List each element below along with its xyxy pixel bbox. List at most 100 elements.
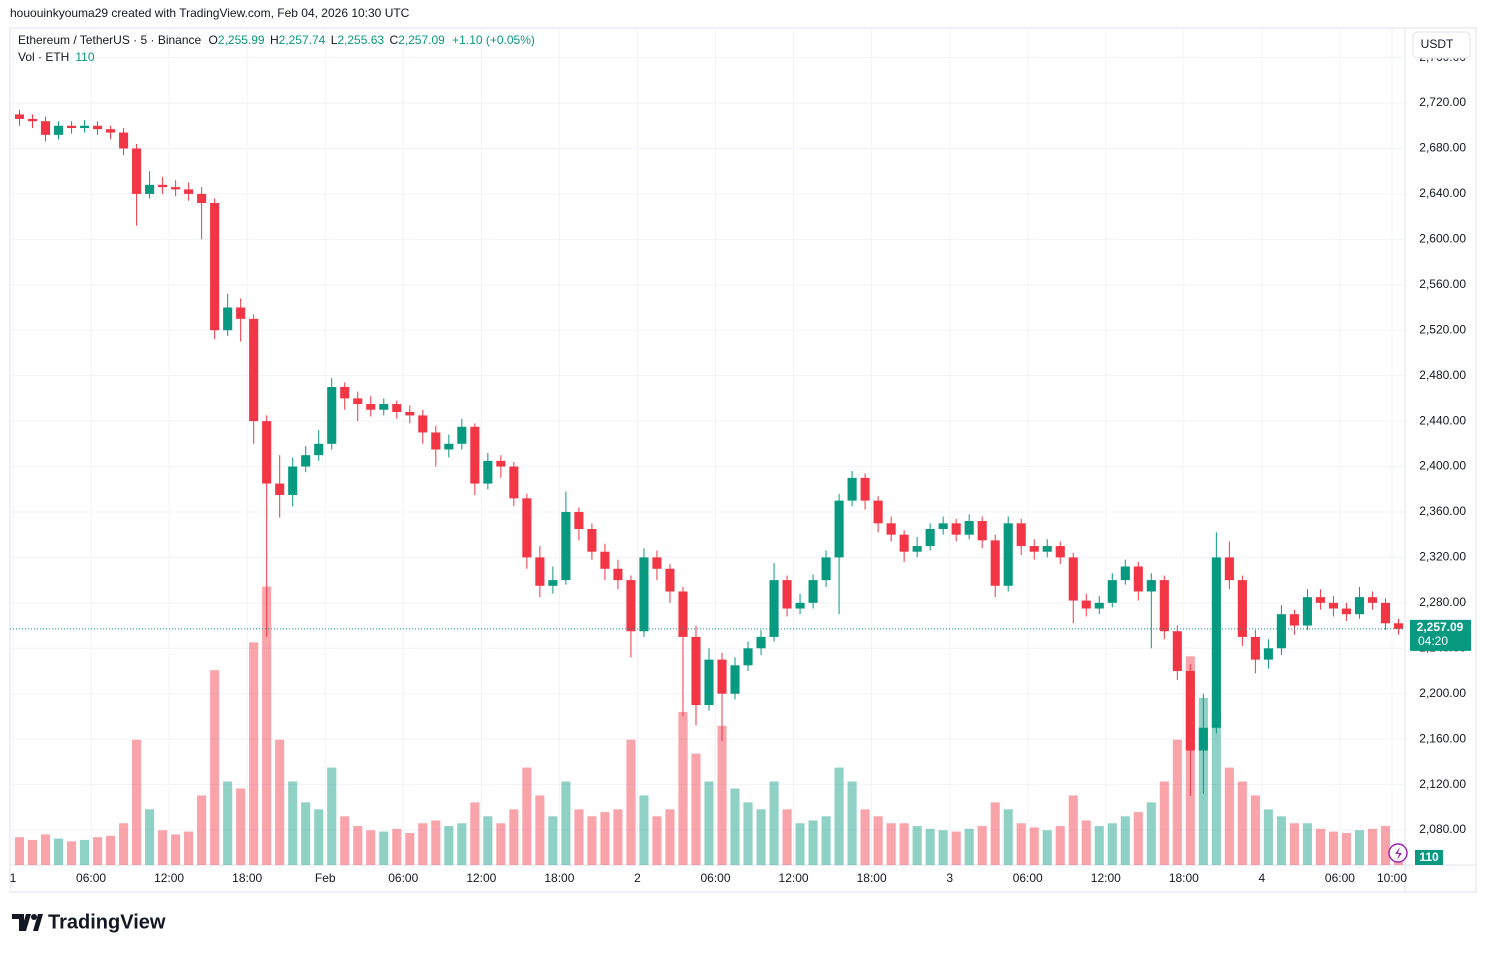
- candle-body: [977, 521, 987, 541]
- volume-bar: [1328, 831, 1339, 865]
- candle-body: [1315, 597, 1325, 603]
- candle-body: [925, 529, 935, 547]
- candle-body: [1133, 566, 1143, 592]
- candle-body: [912, 546, 922, 552]
- candle-body: [847, 477, 857, 501]
- volume-bar: [132, 739, 142, 865]
- y-tick-label: 2,080.00: [1419, 822, 1466, 836]
- volume-bar: [93, 837, 103, 865]
- candle-body: [873, 500, 883, 524]
- currency[interactable]: USDT: [1421, 37, 1454, 51]
- candle-body: [587, 529, 597, 552]
- volume-tag-label: 110: [1419, 850, 1439, 864]
- candle-body: [509, 466, 519, 499]
- candle-body: [1198, 727, 1208, 751]
- candle-body: [392, 404, 402, 413]
- candle-body: [106, 129, 116, 133]
- candle-body: [93, 125, 103, 130]
- volume-bar: [53, 838, 64, 865]
- candle-body: [691, 636, 701, 706]
- volume-bar: [444, 826, 454, 865]
- volume-bar: [1094, 826, 1104, 865]
- y-tick-label: 2,120.00: [1419, 777, 1466, 791]
- volume-bar: [457, 823, 467, 865]
- candle-body: [327, 387, 337, 444]
- y-tick-label: 2,480.00: [1419, 368, 1466, 382]
- volume-bar: [106, 835, 116, 865]
- volume-bar: [1237, 781, 1247, 865]
- candle-body: [14, 114, 25, 119]
- ohlc-value: 2,257.74: [279, 33, 326, 47]
- volume-bar: [808, 820, 818, 865]
- volume-bar: [483, 816, 493, 865]
- x-tick-label: 3: [946, 871, 953, 885]
- candle-body: [756, 636, 766, 649]
- volume-bar: [1029, 827, 1039, 865]
- volume-bar: [1120, 816, 1130, 865]
- volume-bar: [756, 809, 766, 865]
- volume-bar: [899, 823, 909, 865]
- volume-bar: [1354, 830, 1365, 865]
- volume-bar: [223, 781, 233, 865]
- volume-bar: [964, 828, 974, 865]
- candle-body: [1211, 557, 1221, 728]
- legend: Ethereum / TetherUS · 5 · Binance O2,255…: [18, 33, 535, 47]
- volume-bar: [912, 826, 922, 865]
- candle-body: [236, 307, 246, 319]
- candle-body: [600, 551, 610, 569]
- volume-bar: [496, 823, 506, 865]
- volume-bar: [1276, 816, 1286, 865]
- candle-body: [1289, 614, 1299, 626]
- volume-bar: [509, 809, 519, 865]
- candle-body: [184, 189, 194, 194]
- x-tick-label: 06:00: [388, 871, 418, 885]
- candle-body: [119, 132, 129, 149]
- candle-body: [613, 568, 623, 581]
- lightning-glyph: [1395, 847, 1402, 860]
- candle-body: [548, 580, 558, 586]
- currency-button[interactable]: [1412, 31, 1471, 59]
- volume-bar: [730, 788, 740, 865]
- volume-bar: [951, 831, 961, 865]
- volume-bar: [405, 832, 415, 865]
- volume-bar: [1367, 828, 1378, 865]
- x-tick-label: 06:00: [1325, 871, 1355, 885]
- candle-body: [210, 202, 220, 331]
- x-tick-label: 06:00: [1013, 871, 1043, 885]
- candle-body: [353, 398, 363, 405]
- candle-body: [53, 125, 64, 135]
- ohlc-key: C: [389, 33, 398, 47]
- volume-bar: [327, 767, 337, 865]
- volume-bar: [353, 826, 363, 865]
- volume-bar: [925, 828, 935, 865]
- candle-body: [951, 523, 961, 535]
- candles: [14, 109, 1404, 796]
- volume-bar: [873, 816, 883, 865]
- volume-bar: [1315, 828, 1325, 865]
- volume-bar: [262, 586, 272, 865]
- candle-body: [1068, 557, 1078, 601]
- candle-body: [678, 591, 688, 637]
- candle-body: [652, 557, 662, 569]
- volume-bar: [236, 788, 246, 865]
- y-tick-label: 2,600.00: [1419, 232, 1466, 246]
- volume-bar: [678, 711, 688, 865]
- candle-body: [535, 557, 545, 586]
- volume-bar: [1211, 711, 1221, 865]
- volume-bar: [769, 781, 779, 865]
- volume-bar: [1172, 739, 1182, 865]
- candle-body: [769, 580, 779, 637]
- change: +1.10 (+0.05%): [452, 33, 535, 47]
- volume-bar: [652, 816, 662, 865]
- candle-body: [145, 184, 155, 194]
- price-tag: [1410, 619, 1471, 651]
- y-tick-label: 2,440.00: [1419, 413, 1466, 427]
- y-tick-label: 2,640.00: [1419, 186, 1466, 200]
- volume-bar: [626, 739, 636, 865]
- x-tick-label: 06:00: [700, 871, 730, 885]
- candle-body: [457, 426, 467, 444]
- x-tick-label: 12:00: [779, 871, 809, 885]
- volume-bar: [470, 802, 480, 865]
- y-tick-label: 2,720.00: [1419, 95, 1466, 109]
